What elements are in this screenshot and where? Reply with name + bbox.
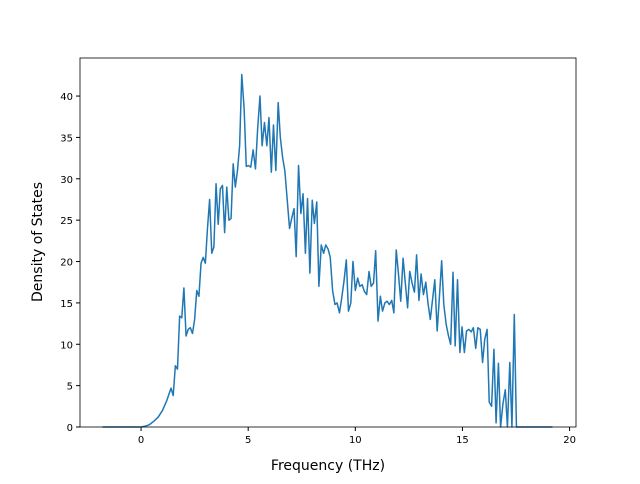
y-tick-label: 0 <box>67 423 73 434</box>
x-tick-label: 15 <box>456 435 469 446</box>
y-tick-label: 40 <box>60 92 73 103</box>
y-tick-label: 10 <box>60 340 73 351</box>
y-tick-label: 20 <box>60 258 73 269</box>
y-tick-label: 15 <box>60 299 73 310</box>
y-tick-label: 5 <box>67 382 73 393</box>
y-tick-label: 35 <box>60 133 73 144</box>
x-tick-label: 0 <box>138 435 144 446</box>
data-line <box>102 73 553 428</box>
plot-frame <box>79 57 577 428</box>
y-axis-label: Density of States <box>30 182 46 302</box>
x-tick-label: 20 <box>563 435 576 446</box>
x-axis-label: Frequency (THz) <box>271 458 385 474</box>
x-tick-label: 5 <box>245 435 251 446</box>
y-tick-label: 25 <box>60 216 73 227</box>
y-tick-label: 30 <box>60 175 73 186</box>
x-tick-label: 10 <box>349 435 362 446</box>
